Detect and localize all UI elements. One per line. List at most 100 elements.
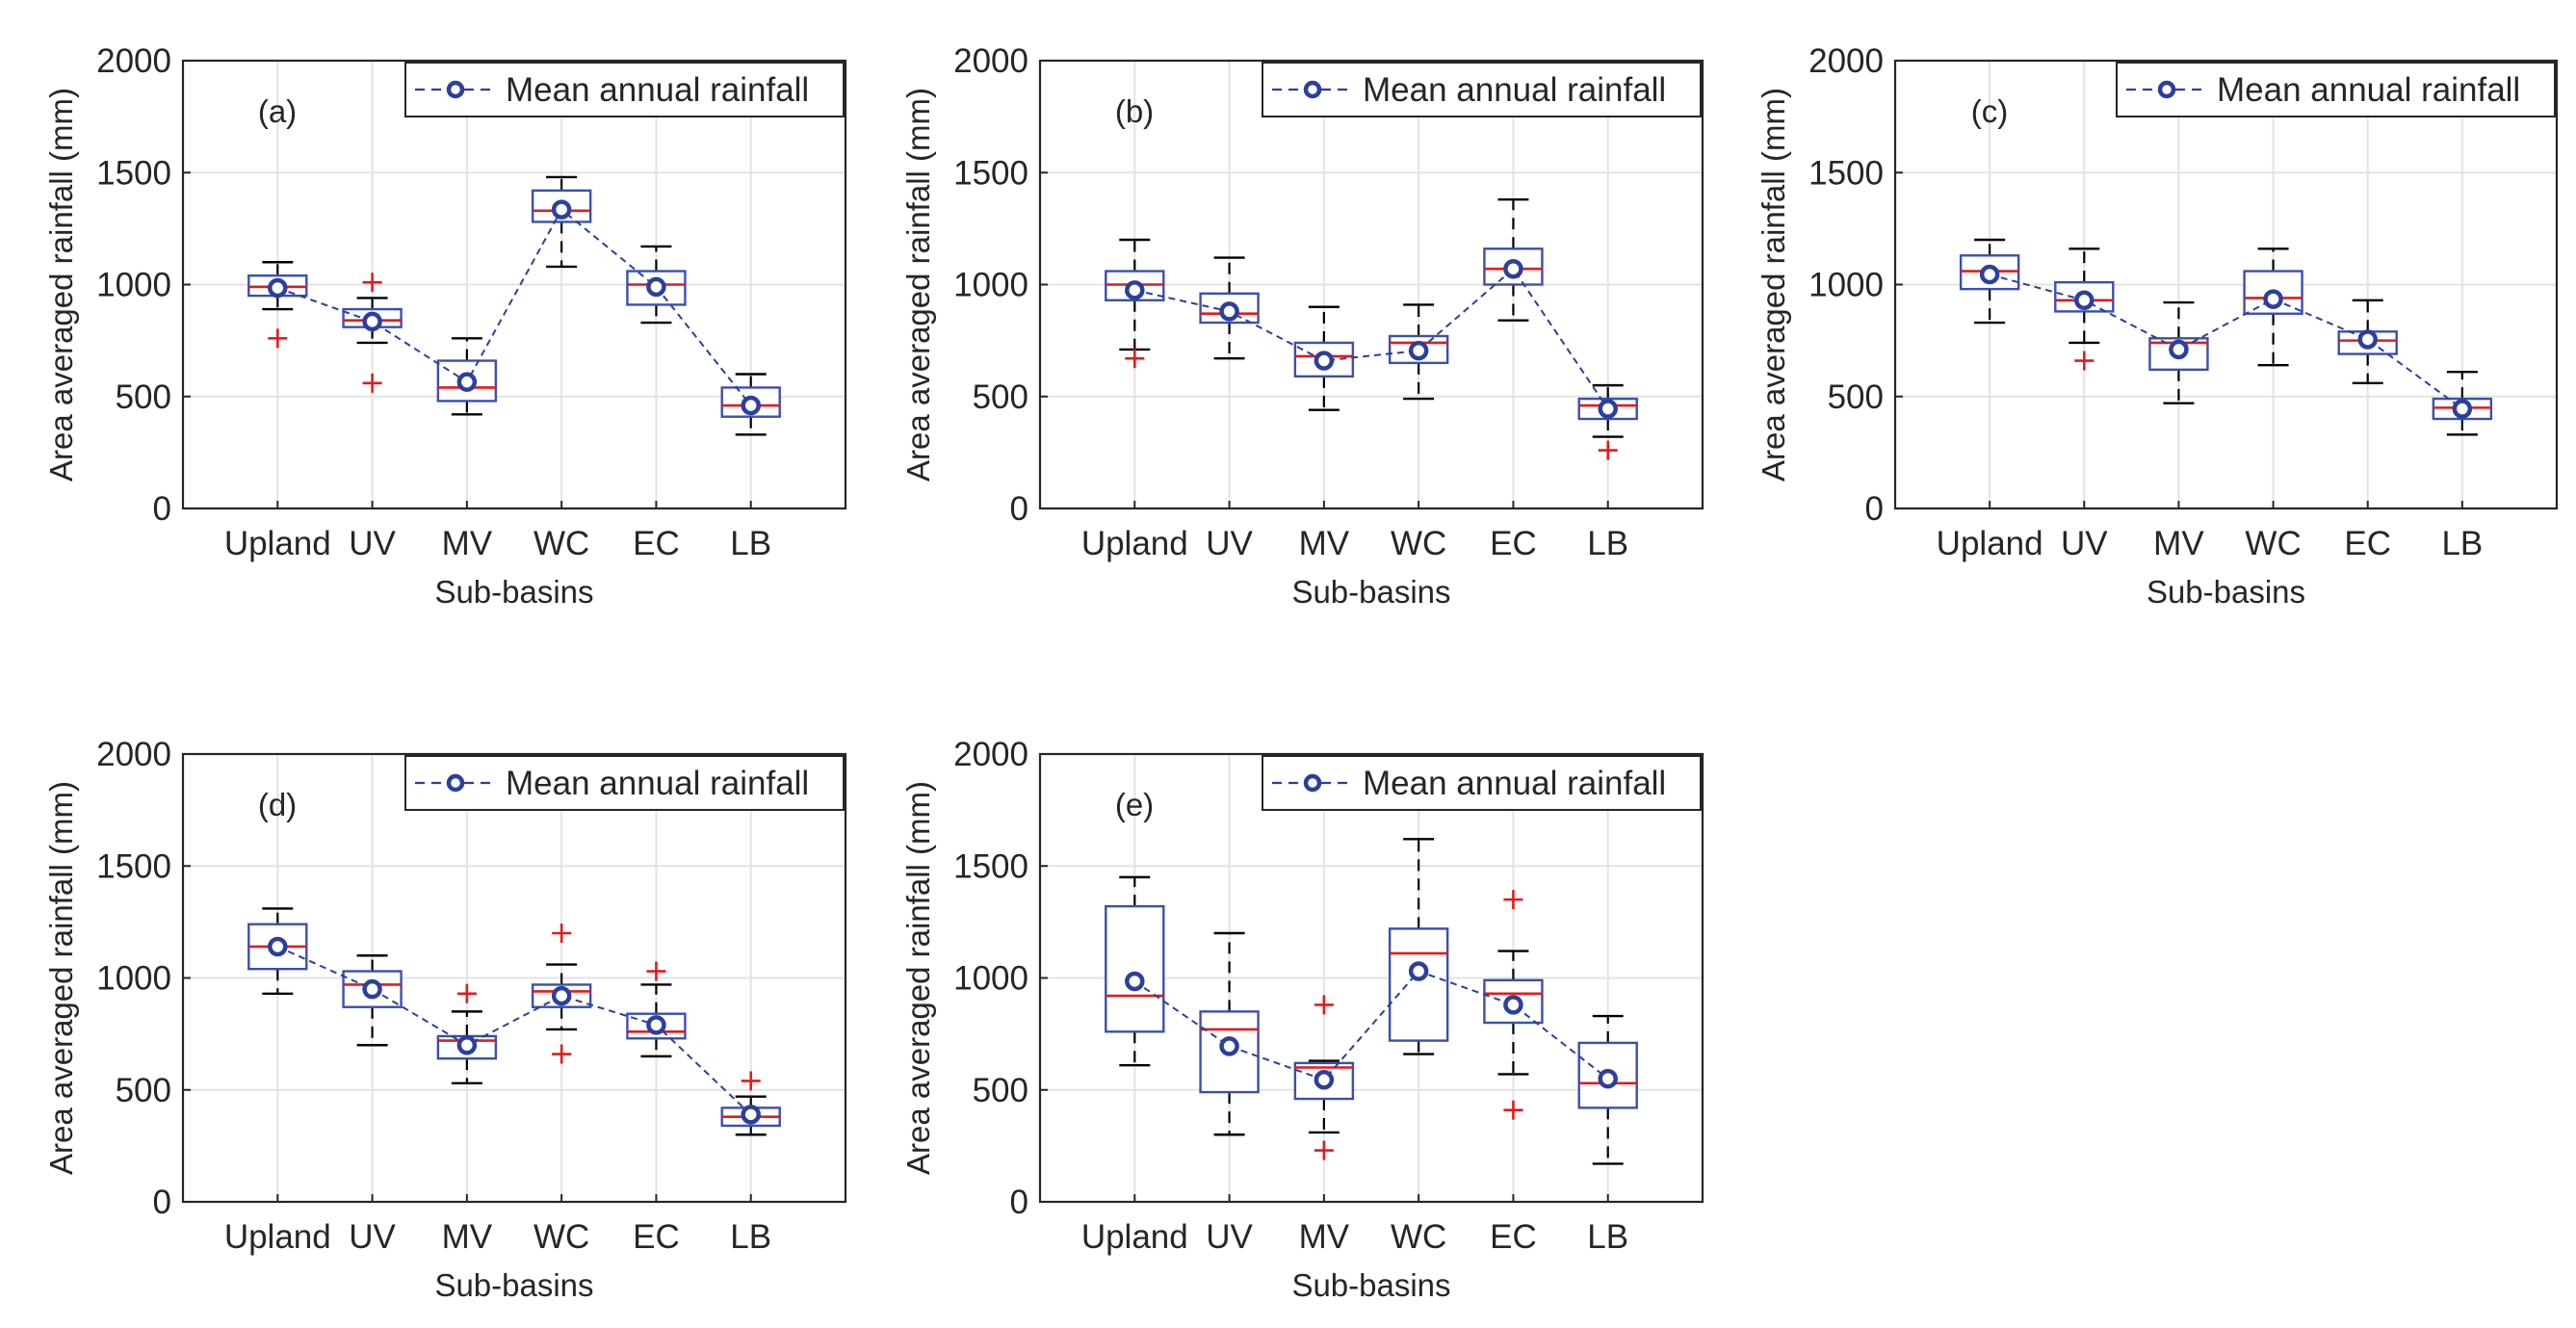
box-Upland [1105,875,1165,1067]
mean-marker [1598,1068,1618,1089]
mean-series-line [276,208,752,406]
box-EC [626,245,687,325]
iqr-box [342,970,403,1008]
axes-frame [181,59,847,510]
mean-marker [741,1105,761,1125]
mean-marker [456,1035,478,1055]
legend-box [2116,62,2556,117]
panel-label: (c) [1971,93,2008,129]
iqr-box [1105,904,1165,1033]
x-tick-label: UV [2061,525,2108,562]
y-tick-label: 2000 [96,736,171,773]
mean-marker [1503,995,1523,1015]
x-axis-label: Sub-basins [1291,1267,1450,1303]
iqr-box [436,359,498,403]
iqr-box [1577,1041,1638,1109]
mean-marker [1125,280,1145,300]
mean-series-line [1134,267,1609,410]
x-tick-label: EC [2344,525,2391,562]
mean-marker [2357,329,2378,350]
chart-panel-5: 0 500 1000 1500 2000 Upland UV MV WC EC LB Sub-basi… [900,736,1704,1303]
legend-box [404,62,845,117]
legend-marker-sample [1303,773,1322,793]
x-tick-label: UV [349,1218,396,1256]
mean-marker [551,199,572,220]
mean-marker [456,372,478,392]
y-tick-label: 500 [116,1072,171,1109]
box-WC [531,924,592,1064]
outlier-marker [362,273,382,293]
box-LB [1577,1014,1638,1165]
mean-marker [551,985,572,1006]
chart-panel-3: 0 500 1000 1500 2000 Upland UV MV WC EC LB Sub-basi… [1756,42,2559,610]
x-axis-label: Sub-basins [1291,574,1450,610]
mean-marker [1125,971,1145,992]
y-axis-label: Area averaged rainfall (mm) [900,88,936,482]
y-tick-label: 500 [973,1072,1028,1109]
outlier-marker [1314,995,1334,1015]
x-tick-label: EC [1490,525,1537,562]
x-tick-label: MV [1299,1218,1350,1256]
x-tick-label: UV [349,525,396,562]
x-tick-label: Upland [1081,1218,1188,1256]
x-tick-label: LB [2441,525,2483,562]
y-tick-label: 1500 [96,154,171,192]
chart-panel-2: 0 500 1000 1500 2000 Upland UV MV WC EC LB Sub-basi… [900,42,1704,610]
y-tick-label: 2000 [953,736,1028,773]
x-tick-label: Upland [1937,525,2043,562]
mean-marker [2452,399,2473,419]
mean-marker [646,276,666,298]
x-tick-label: LB [1587,1218,1628,1256]
axes-frame [1038,59,1704,510]
outlier-marker [1125,349,1145,369]
mean-series-line [1133,970,1609,1081]
y-tick-label: 0 [153,490,171,528]
x-tick-label: WC [533,1218,589,1256]
legend-label: Mean annual rainfall [1363,71,1666,109]
legend-label: Mean annual rainfall [506,71,809,109]
box-WC [1388,838,1449,1055]
legend-label: Mean annual rainfall [2217,71,2520,109]
x-tick-label: Upland [224,1218,331,1256]
x-tick-label: MV [442,1218,493,1256]
x-tick-label: EC [1490,1218,1537,1256]
x-tick-label: MV [2153,525,2204,562]
y-tick-label: 500 [973,378,1028,416]
legend-marker-sample [1303,80,1322,99]
mean-series-line [276,946,752,1116]
mean-marker [646,1015,666,1035]
x-tick-label: EC [633,1218,680,1256]
mean-marker [1503,258,1523,279]
box-Upland [247,907,308,995]
legend: Mean annual rainfall [1262,755,1702,811]
chart-panel-4: 0 500 1000 1500 2000 Upland UV MV WC EC LB Sub-basi… [43,736,847,1303]
x-axis-label: Sub-basins [434,1267,593,1303]
y-tick-label: 2000 [96,42,171,80]
y-tick-label: 0 [1010,490,1028,528]
box-MV [436,337,498,416]
y-axis-label: Area averaged rainfall (mm) [43,781,79,1175]
y-tick-label: 0 [1010,1184,1028,1221]
y-tick-label: 500 [1828,378,1884,416]
y-tick-label: 500 [116,378,171,416]
y-tick-label: 1500 [1808,154,1884,192]
legend-box [404,755,845,811]
y-tick-label: 1500 [953,154,1028,192]
mean-marker [1598,399,1618,419]
axes-frame [1038,752,1704,1204]
legend-label: Mean annual rainfall [1363,765,1666,802]
legend-marker-sample [446,80,465,99]
mean-marker [1314,351,1335,371]
y-tick-label: 2000 [953,42,1028,80]
y-tick-label: 1000 [953,960,1028,998]
outlier-marker [1503,1100,1523,1120]
x-tick-label: WC [533,525,589,562]
legend: Mean annual rainfall [2116,62,2556,117]
y-tick-label: 1500 [953,847,1028,885]
mean-marker [1219,1036,1239,1056]
box-WC [531,175,592,269]
outlier-marker [741,1071,761,1091]
mean-marker [362,311,382,332]
outlier-marker [268,328,288,349]
